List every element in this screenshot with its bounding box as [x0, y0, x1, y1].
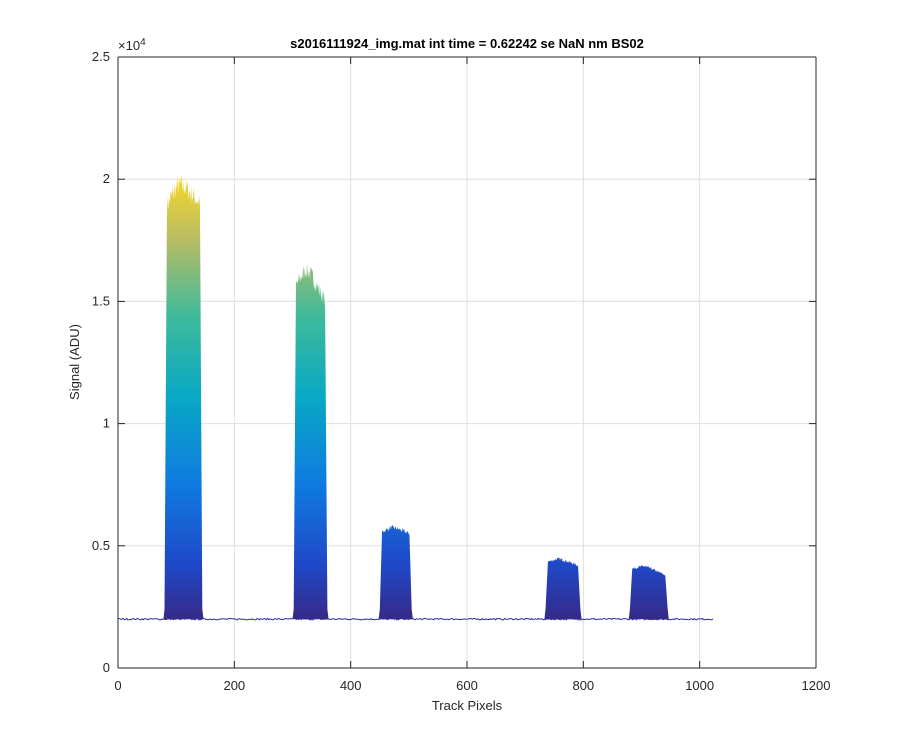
x-tick-label: 1200: [802, 678, 831, 693]
signal-peak-4: [544, 557, 582, 620]
signal-peak-5: [628, 565, 669, 620]
chart-title: s2016111924_img.mat int time = 0.62242 s…: [290, 36, 644, 51]
y-tick-label: 1.5: [92, 293, 110, 308]
x-tick-label: 200: [223, 678, 245, 693]
x-axis-label: Track Pixels: [432, 698, 503, 713]
y-exponent-label: ×104: [118, 37, 146, 53]
y-tick-label: 0: [103, 660, 110, 675]
y-tick-label: 2.5: [92, 49, 110, 64]
tick-labels: 0 200 400 600 800 1000 1200 0 0.5 1 1.5 2 2.5: [92, 49, 831, 693]
axes: [117, 56, 817, 669]
x-tick-label: 600: [456, 678, 478, 693]
y-tick-label: 0.5: [92, 538, 110, 553]
x-tick-label: 1000: [685, 678, 714, 693]
x-tick-label: 800: [572, 678, 594, 693]
signal-peak-1: [163, 175, 204, 620]
grid-lines: [118, 57, 816, 668]
signal-peak-3: [378, 525, 413, 620]
baseline-signal-line: [118, 617, 714, 621]
y-tick-label: 2: [103, 171, 110, 186]
signal-peak-2: [292, 261, 329, 620]
data-series: [118, 175, 714, 621]
x-tick-label: 400: [340, 678, 362, 693]
y-axis-label: Signal (ADU): [67, 324, 82, 400]
y-tick-label: 1: [103, 416, 110, 431]
x-tick-label: 0: [114, 678, 121, 693]
